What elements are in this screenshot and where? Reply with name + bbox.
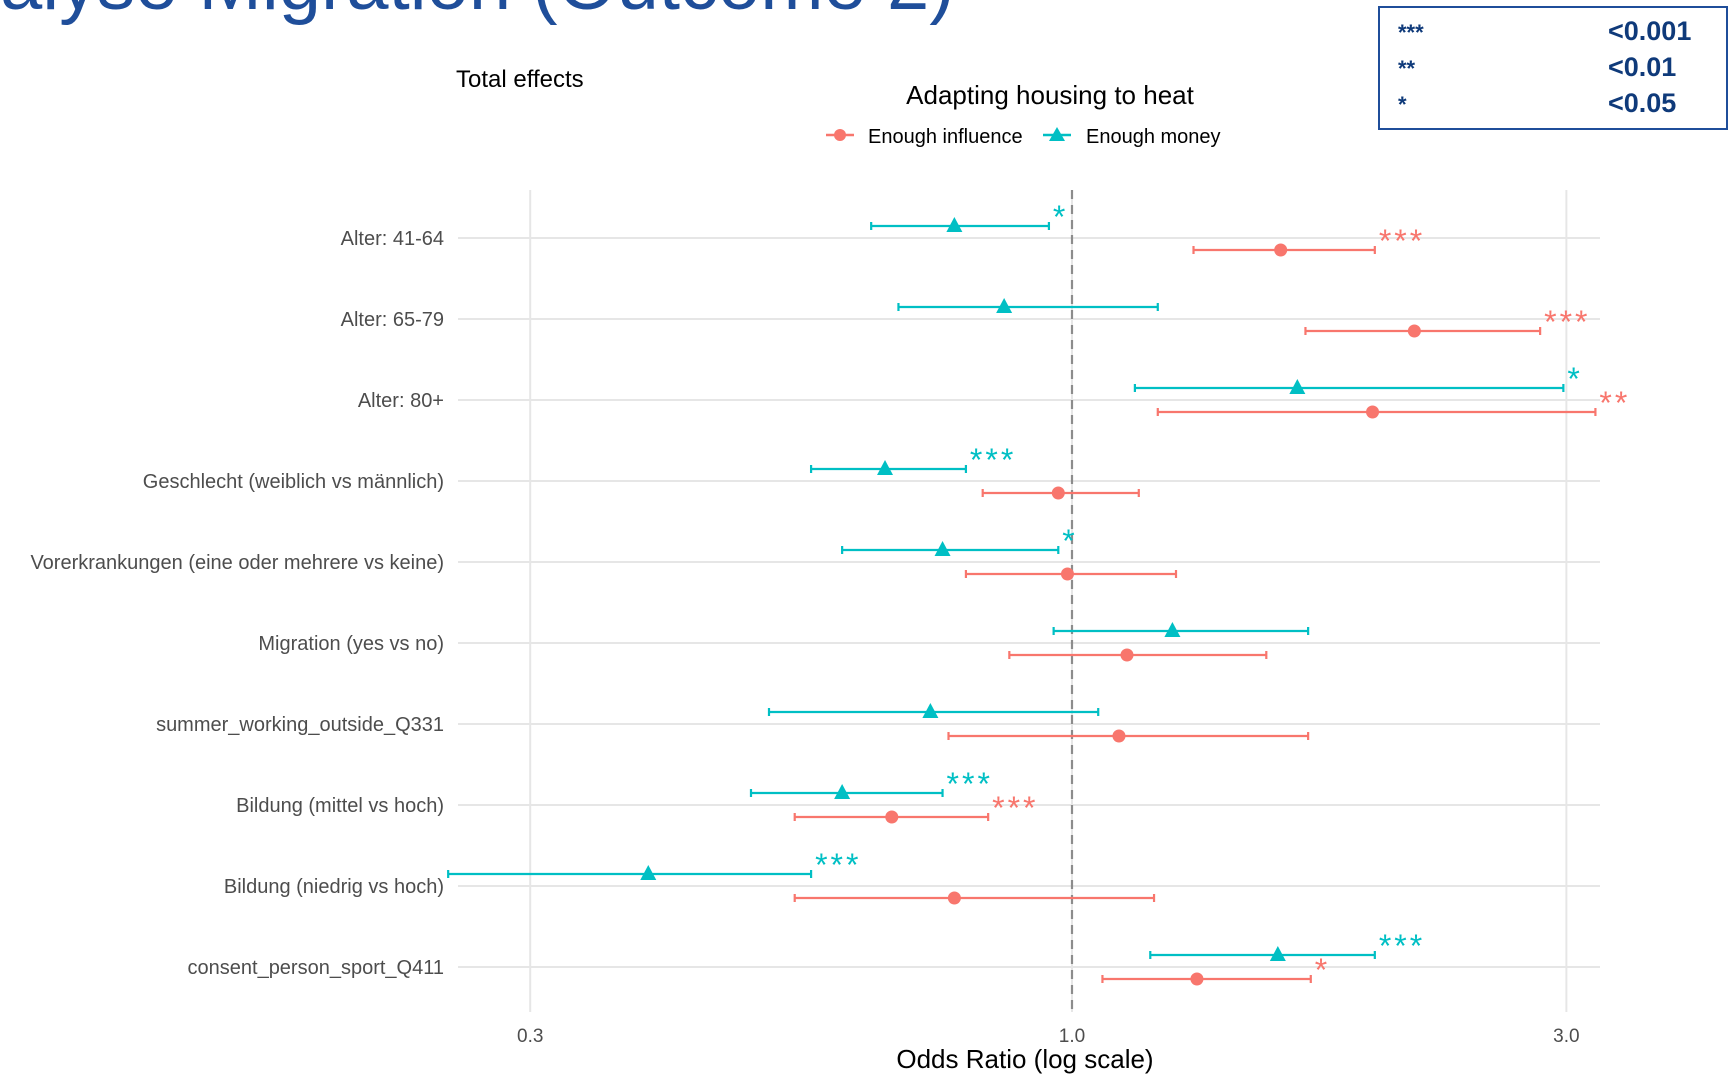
gridlines: [458, 190, 1600, 1012]
y-tick-label: Alter: 80+: [358, 390, 444, 412]
significance-label-influence: **: [1599, 385, 1630, 421]
significance-threshold: <0.01: [1608, 52, 1677, 82]
significance-stars: **: [1398, 56, 1416, 81]
y-tick-label: Alter: 41-64: [341, 228, 444, 250]
point-influence: [947, 891, 961, 905]
significance-label-money: ***: [1379, 928, 1425, 964]
point-influence: [1366, 405, 1380, 419]
significance-label-influence: ***: [1379, 223, 1425, 259]
legend-key-influence: [834, 129, 846, 141]
y-tick-label: Bildung (mittel vs hoch): [236, 795, 444, 817]
point-influence: [1190, 972, 1204, 986]
significance-stars: ***: [1398, 20, 1424, 45]
significance-label-influence: ***: [1544, 304, 1590, 340]
significance-label-money: ***: [947, 766, 993, 802]
point-money: [934, 541, 951, 556]
legend-label-money: Enough money: [1086, 126, 1221, 148]
y-tick-label: Alter: 65-79: [341, 309, 444, 331]
significance-label-influence: ***: [992, 790, 1038, 826]
legend-key-money: [1049, 127, 1065, 141]
point-money: [834, 784, 851, 799]
significance-legend-box: *** <0.001 ** <0.01 * <0.05: [1378, 6, 1728, 130]
point-influence: [1407, 324, 1421, 338]
significance-label-money: ***: [970, 442, 1016, 478]
significance-threshold: <0.001: [1608, 16, 1692, 46]
point-money: [1164, 622, 1181, 637]
significance-label-influence: *: [1315, 952, 1330, 988]
x-axis-ticks: 0.3 1.0 3.0: [517, 1026, 1580, 1047]
legend-label-influence: Enough influence: [868, 126, 1023, 148]
y-axis-labels: Alter: 41-64 Alter: 65-79 Alter: 80+ Geschl…: [30, 228, 444, 979]
point-money: [1289, 379, 1306, 394]
significance-row: * <0.05: [1398, 88, 1716, 124]
point-influence: [1051, 486, 1065, 500]
point-influence: [1120, 648, 1134, 662]
point-money: [1269, 946, 1286, 961]
point-money: [946, 217, 963, 232]
point-influence: [1112, 729, 1126, 743]
significance-label-money: *: [1053, 199, 1068, 235]
point-money: [877, 460, 894, 475]
significance-label-money: *: [1062, 523, 1077, 559]
chart-title: Adapting housing to heat: [906, 80, 1194, 110]
series-marks: ***************************: [447, 199, 1630, 988]
x-tick-label: 3.0: [1553, 1026, 1579, 1047]
point-money: [922, 703, 939, 718]
y-tick-label: Vorerkrankungen (eine oder mehrere vs ke…: [30, 552, 444, 574]
x-axis-title: Odds Ratio (log scale): [896, 1044, 1153, 1074]
page-title: alyse Migration (Outcome 2): [0, 0, 955, 27]
point-influence: [1274, 243, 1288, 257]
y-tick-label: Migration (yes vs no): [258, 633, 444, 655]
significance-threshold: <0.05: [1608, 88, 1677, 118]
y-tick-label: summer_working_outside_Q331: [156, 714, 444, 736]
significance-row: ** <0.01: [1398, 52, 1716, 88]
x-tick-label: 0.3: [517, 1026, 543, 1047]
legend: Enough influence Enough money: [826, 126, 1221, 148]
y-tick-label: consent_person_sport_Q411: [188, 957, 444, 979]
panel-label: Total effects: [456, 66, 584, 93]
point-money: [640, 865, 657, 880]
point-influence: [1060, 567, 1074, 581]
significance-label-money: ***: [815, 847, 861, 883]
significance-label-money: *: [1567, 361, 1582, 397]
significance-stars: *: [1398, 92, 1407, 117]
significance-row: *** <0.001: [1398, 16, 1716, 52]
point-money: [996, 298, 1013, 313]
x-tick-label: 1.0: [1059, 1026, 1085, 1047]
y-tick-label: Geschlecht (weiblich vs männlich): [143, 471, 444, 493]
point-influence: [885, 810, 899, 824]
y-tick-label: Bildung (niedrig vs hoch): [224, 876, 444, 898]
